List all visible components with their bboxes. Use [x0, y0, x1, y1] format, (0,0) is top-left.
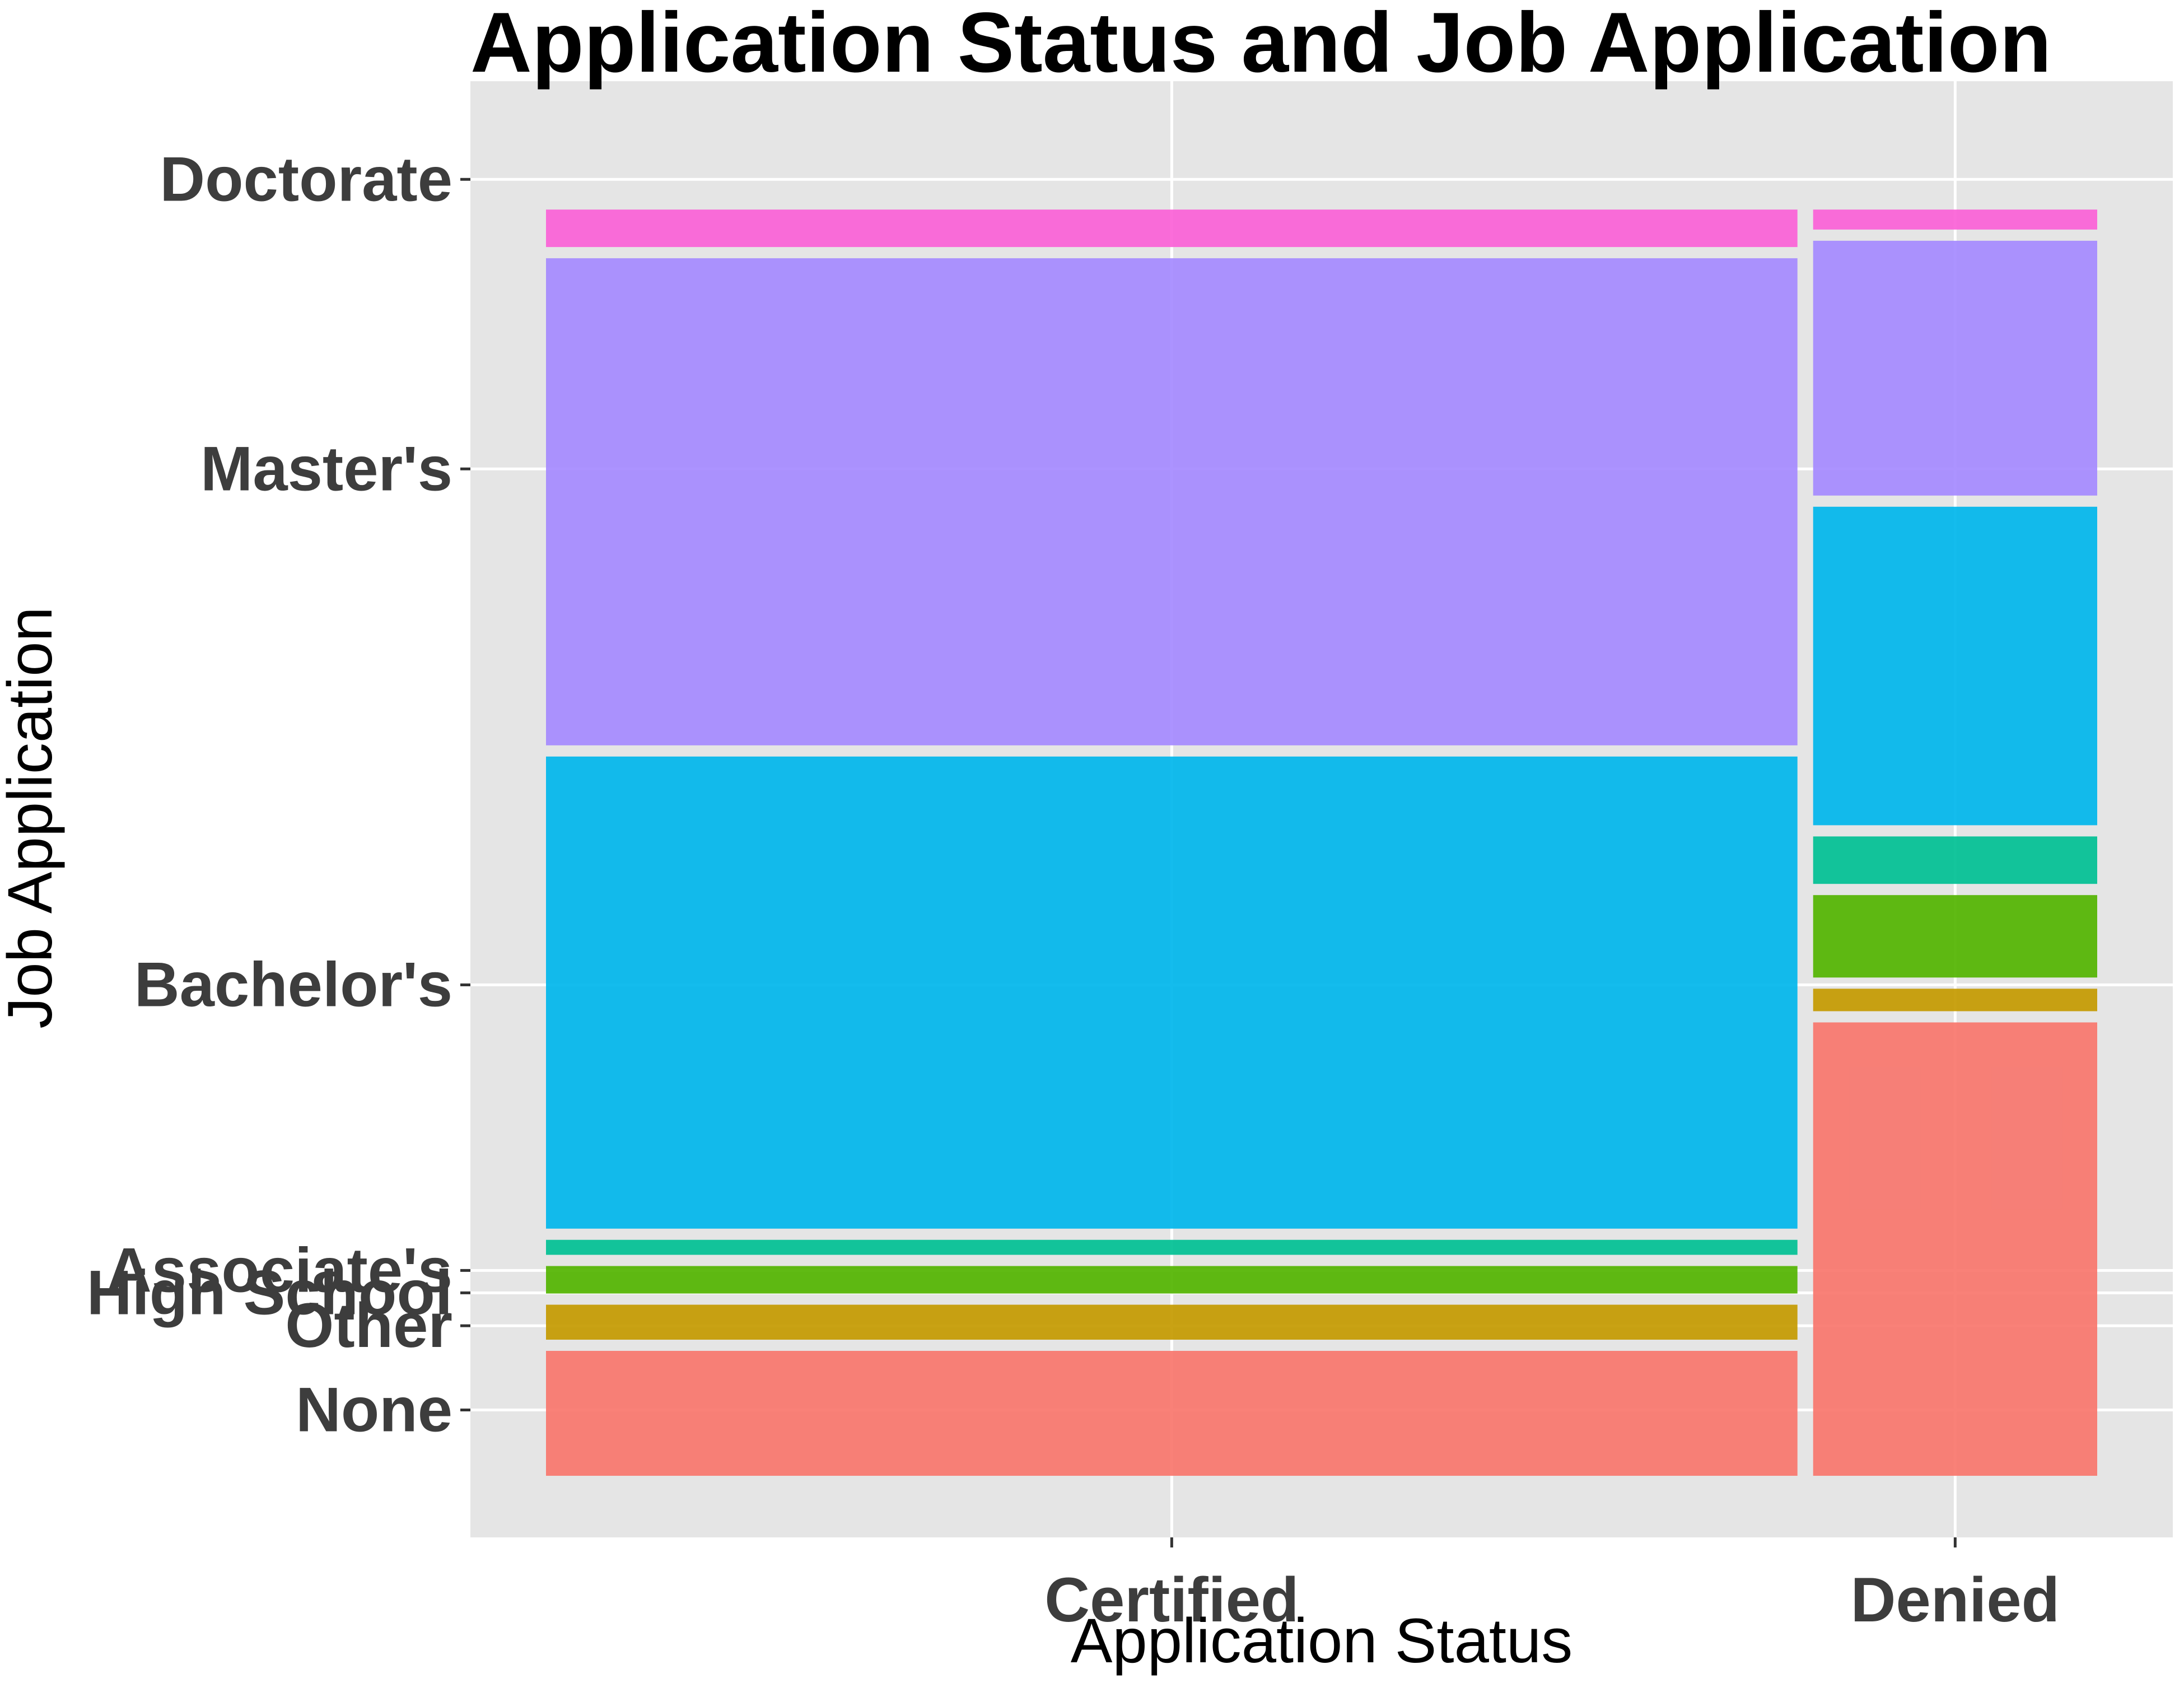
chart-title: Application Status and Job Application	[470, 0, 2051, 90]
tile-denied-master-s	[1813, 240, 2097, 496]
x-tick-label-certified: Certified	[1044, 1565, 1299, 1635]
x-tick-label-denied: Denied	[1851, 1565, 2060, 1635]
y-tick-label-doctorate: Doctorate	[160, 144, 452, 214]
tile-denied-high-school	[1813, 895, 2097, 978]
tile-certified-master-s	[546, 258, 1798, 745]
y-axis-title: Job Application	[0, 607, 65, 1028]
y-tick-label-master-s: Master's	[200, 433, 452, 503]
y-tick-label-other: Other	[285, 1290, 452, 1360]
tile-denied-associate-s	[1813, 836, 2097, 884]
y-tick-label-none: None	[296, 1375, 452, 1445]
y-tick-label-bachelor-s: Bachelor's	[134, 949, 452, 1019]
tile-certified-associate-s	[546, 1239, 1798, 1255]
mosaic-tiles	[546, 209, 2097, 1476]
tile-certified-bachelor-s	[546, 756, 1798, 1229]
tile-certified-other	[546, 1304, 1798, 1340]
y-tick-label-associate-s: Associate's	[106, 1235, 452, 1305]
tile-denied-none	[1813, 1022, 2097, 1476]
tile-certified-high-school	[546, 1266, 1798, 1294]
x-axis-title: Application Status	[1071, 1606, 1573, 1676]
tile-denied-bachelor-s	[1813, 506, 2097, 826]
tile-certified-none	[546, 1351, 1798, 1476]
tile-denied-other	[1813, 989, 2097, 1011]
y-tick-label-high-school: High School	[87, 1257, 452, 1327]
tile-denied-doctorate	[1813, 209, 2097, 230]
tile-certified-doctorate	[546, 209, 1798, 248]
